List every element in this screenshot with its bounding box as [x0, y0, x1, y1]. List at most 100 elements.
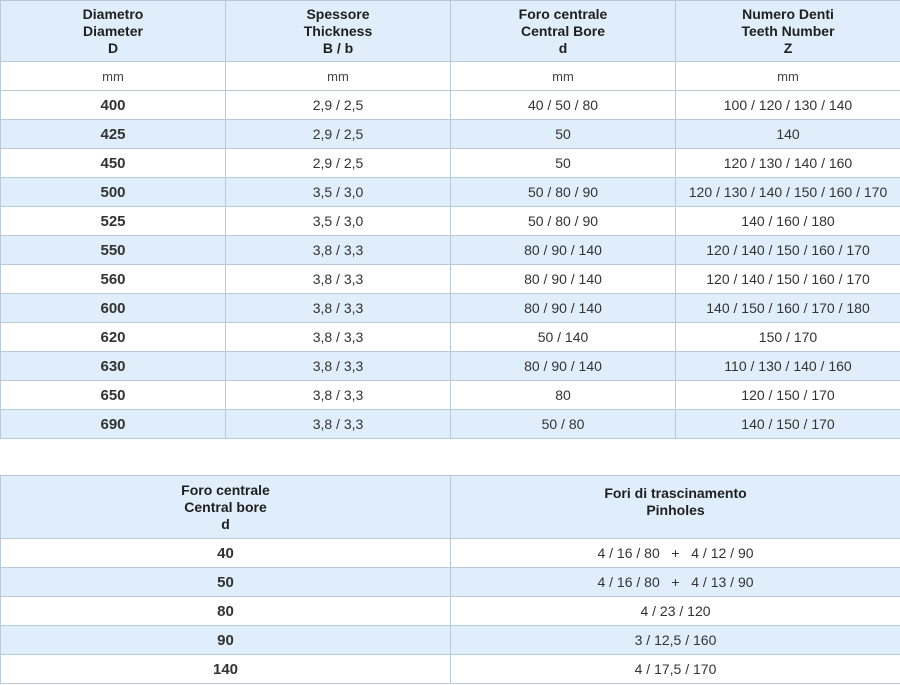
- thickness-cell: 3,8 / 3,3: [225, 351, 451, 381]
- bore-cell: 50 / 140: [450, 322, 676, 352]
- unit-cell: mm: [675, 61, 900, 91]
- header-line: B / b: [322, 39, 354, 56]
- table-row: 690 3,8 / 3,3 50 / 80 140 / 150 / 170: [0, 409, 900, 439]
- teeth-cell: 140 / 150 / 160 / 170 / 180: [675, 293, 900, 323]
- table-row: 90 3 / 12,5 / 160: [0, 625, 900, 655]
- teeth-cell: 120 / 140 / 150 / 160 / 170: [675, 235, 900, 265]
- thickness-cell: 3,8 / 3,3: [225, 235, 451, 265]
- teeth-cell: 120 / 130 / 140 / 160: [675, 148, 900, 178]
- table-row: 560 3,8 / 3,3 80 / 90 / 140 120 / 140 / …: [0, 264, 900, 294]
- bore-cell: 50 / 80 / 90: [450, 177, 676, 207]
- header-line: Spessore: [306, 5, 370, 22]
- pinholes-cell: 4 / 16 / 80 + 4 / 12 / 90: [450, 538, 900, 568]
- bore-cell: 80: [0, 596, 451, 626]
- header-line: Diametro: [82, 5, 144, 22]
- header-line: Fori di trascinamento: [604, 485, 747, 501]
- header-row: Diametro Diameter D Spessore Thickness B…: [0, 0, 900, 62]
- table-row: 450 2,9 / 2,5 50 120 / 130 / 140 / 160: [0, 148, 900, 178]
- diameter-cell: 690: [0, 409, 226, 439]
- table-row: 400 2,9 / 2,5 40 / 50 / 80 100 / 120 / 1…: [0, 90, 900, 120]
- pinholes-table: Foro centrale Central bore d Fori di tra…: [0, 475, 900, 684]
- thickness-cell: 3,5 / 3,0: [225, 206, 451, 236]
- pinholes-cell: 4 / 23 / 120: [450, 596, 900, 626]
- bore-cell: 50: [450, 148, 676, 178]
- header-line: Foro centrale: [181, 481, 270, 498]
- diameter-cell: 620: [0, 322, 226, 352]
- teeth-cell: 120 / 130 / 140 / 150 / 160 / 170: [675, 177, 900, 207]
- bore-cell: 80 / 90 / 140: [450, 293, 676, 323]
- bore-cell: 90: [0, 625, 451, 655]
- header-line: Z: [783, 39, 793, 56]
- thickness-cell: 3,8 / 3,3: [225, 409, 451, 439]
- diameter-cell: 500: [0, 177, 226, 207]
- table-row: 140 4 / 17,5 / 170: [0, 654, 900, 684]
- diameter-cell: 630: [0, 351, 226, 381]
- teeth-cell: 100 / 120 / 130 / 140: [675, 90, 900, 120]
- header-line: Pinholes: [646, 502, 705, 518]
- bore-cell: 50 / 80 / 90: [450, 206, 676, 236]
- diameter-cell: 450: [0, 148, 226, 178]
- table-row: 50 4 / 16 / 80 + 4 / 13 / 90: [0, 567, 900, 597]
- bore-cell: 50 / 80: [450, 409, 676, 439]
- diameter-cell: 525: [0, 206, 226, 236]
- table-row: 500 3,5 / 3,0 50 / 80 / 90 120 / 130 / 1…: [0, 177, 900, 207]
- table-row: 630 3,8 / 3,3 80 / 90 / 140 110 / 130 / …: [0, 351, 900, 381]
- table-row: 620 3,8 / 3,3 50 / 140 150 / 170: [0, 322, 900, 352]
- bore-cell: 80 / 90 / 140: [450, 264, 676, 294]
- header-line: Central bore: [184, 498, 267, 515]
- teeth-cell: 150 / 170: [675, 322, 900, 352]
- pinholes-cell: 3 / 12,5 / 160: [450, 625, 900, 655]
- header-line: Teeth Number: [741, 22, 835, 39]
- header-row: Foro centrale Central bore d Fori di tra…: [0, 475, 900, 539]
- header-line: D: [107, 39, 119, 56]
- unit-cell: mm: [0, 61, 226, 91]
- teeth-cell: 140 / 160 / 180: [675, 206, 900, 236]
- header-line: Thickness: [303, 22, 373, 39]
- header-line: d: [221, 515, 230, 532]
- header-line: Central Bore: [520, 22, 606, 39]
- teeth-cell: 110 / 130 / 140 / 160: [675, 351, 900, 381]
- bore-cell: 50: [450, 119, 676, 149]
- teeth-cell: 120 / 140 / 150 / 160 / 170: [675, 264, 900, 294]
- teeth-cell: 120 / 150 / 170: [675, 380, 900, 410]
- diameter-cell: 550: [0, 235, 226, 265]
- diameter-cell: 400: [0, 90, 226, 120]
- thickness-cell: 3,8 / 3,3: [225, 293, 451, 323]
- table-row: 40 4 / 16 / 80 + 4 / 12 / 90: [0, 538, 900, 568]
- diameter-cell: 650: [0, 380, 226, 410]
- table-row: 525 3,5 / 3,0 50 / 80 / 90 140 / 160 / 1…: [0, 206, 900, 236]
- header-line: Diameter: [83, 22, 143, 39]
- header-pinholes: Fori di trascinamento Pinholes: [450, 475, 900, 539]
- table-row: 550 3,8 / 3,3 80 / 90 / 140 120 / 140 / …: [0, 235, 900, 265]
- diameter-cell: 600: [0, 293, 226, 323]
- table-row: 425 2,9 / 2,5 50 140: [0, 119, 900, 149]
- thickness-cell: 2,9 / 2,5: [225, 119, 451, 149]
- bore-cell: 80 / 90 / 140: [450, 235, 676, 265]
- header-line: Foro centrale: [518, 5, 608, 22]
- pinholes-cell: 4 / 17,5 / 170: [450, 654, 900, 684]
- units-row: mm mm mm mm: [0, 61, 900, 91]
- diameter-cell: 560: [0, 264, 226, 294]
- teeth-cell: 140: [675, 119, 900, 149]
- unit-cell: mm: [225, 61, 451, 91]
- bore-cell: 40: [0, 538, 451, 568]
- thickness-cell: 3,8 / 3,3: [225, 380, 451, 410]
- teeth-cell: 140 / 150 / 170: [675, 409, 900, 439]
- bore-cell: 40 / 50 / 80: [450, 90, 676, 120]
- unit-cell: mm: [450, 61, 676, 91]
- header-line: Numero Denti: [742, 5, 834, 22]
- diameter-cell: 425: [0, 119, 226, 149]
- header-central-bore: Foro centrale Central Bore d: [450, 0, 676, 62]
- thickness-cell: 2,9 / 2,5: [225, 90, 451, 120]
- table-row: 80 4 / 23 / 120: [0, 596, 900, 626]
- thickness-cell: 2,9 / 2,5: [225, 148, 451, 178]
- header-teeth-number: Numero Denti Teeth Number Z: [675, 0, 900, 62]
- header-diameter: Diametro Diameter D: [0, 0, 226, 62]
- bore-cell: 140: [0, 654, 451, 684]
- thickness-cell: 3,8 / 3,3: [225, 322, 451, 352]
- bore-cell: 80 / 90 / 140: [450, 351, 676, 381]
- header-line: d: [558, 39, 568, 56]
- bore-cell: 50: [0, 567, 451, 597]
- header-central-bore: Foro centrale Central bore d: [0, 475, 451, 539]
- pinholes-cell: 4 / 16 / 80 + 4 / 13 / 90: [450, 567, 900, 597]
